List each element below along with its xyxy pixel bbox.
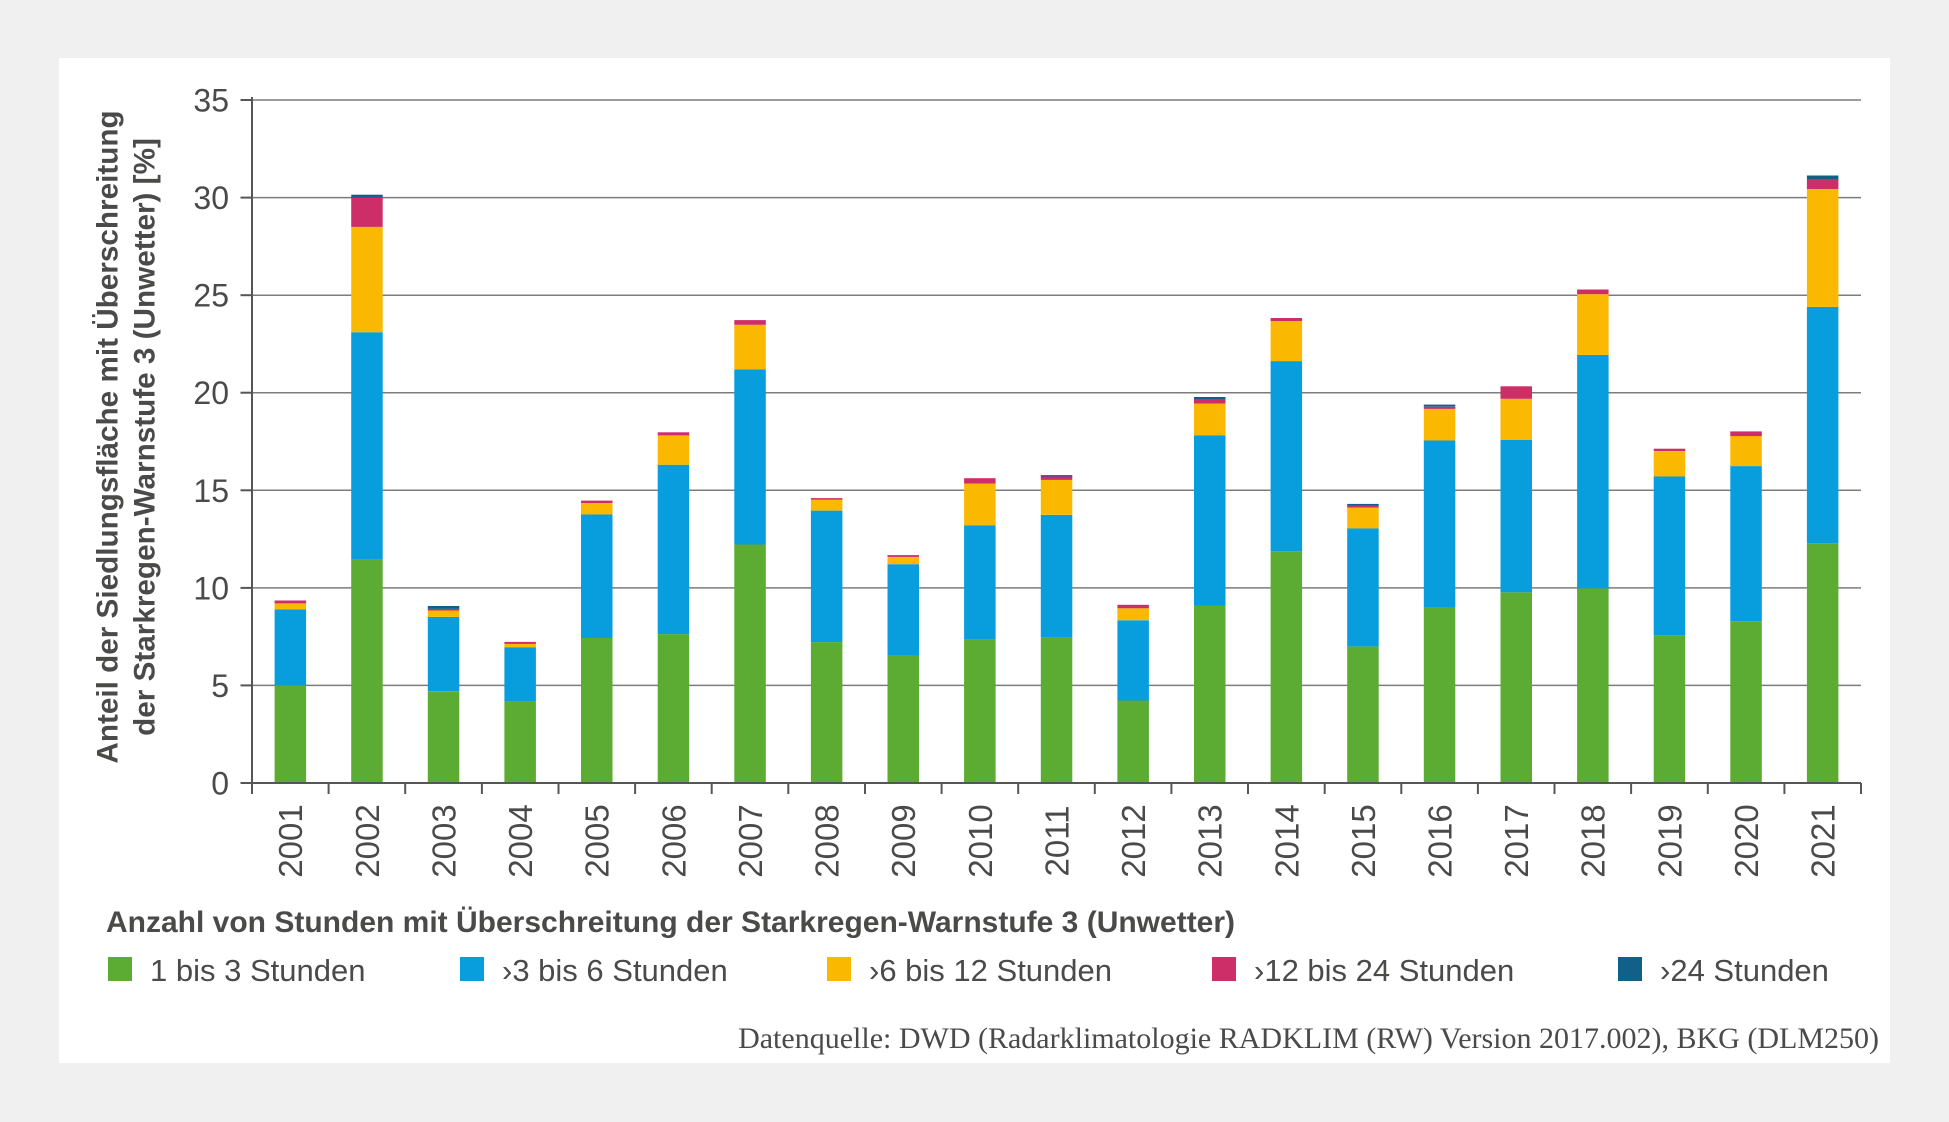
svg-text:2001: 2001 <box>272 804 309 877</box>
svg-text:2004: 2004 <box>502 804 539 877</box>
svg-text:2012: 2012 <box>1115 804 1152 877</box>
svg-text:2017: 2017 <box>1498 804 1535 877</box>
svg-text:30: 30 <box>193 180 229 216</box>
svg-text:2016: 2016 <box>1421 804 1458 877</box>
svg-text:›6 bis 12 Stunden: ›6 bis 12 Stunden <box>869 953 1112 988</box>
svg-text:›12 bis 24 Stunden: ›12 bis 24 Stunden <box>1254 953 1514 988</box>
svg-text:2015: 2015 <box>1345 804 1382 877</box>
svg-text:Anteil der Siedlungsfläche mit: Anteil der Siedlungsfläche mit Überschre… <box>92 110 125 763</box>
svg-text:Anzahl von Stunden mit Übersch: Anzahl von Stunden mit Überschreitung de… <box>106 906 1235 939</box>
svg-text:2019: 2019 <box>1651 804 1688 877</box>
svg-text:›24 Stunden: ›24 Stunden <box>1660 953 1829 988</box>
svg-text:der Starkregen-Warnstufe 3 (Un: der Starkregen-Warnstufe 3 (Unwetter) [%… <box>128 138 161 736</box>
svg-text:2011: 2011 <box>1038 806 1075 877</box>
svg-text:2005: 2005 <box>579 804 616 877</box>
svg-text:2020: 2020 <box>1728 804 1765 877</box>
svg-text:2013: 2013 <box>1192 804 1229 877</box>
svg-text:20: 20 <box>193 375 229 411</box>
svg-text:Datenquelle: DWD (Radarklimato: Datenquelle: DWD (Radarklimatologie RADK… <box>738 1022 1879 1055</box>
svg-text:15: 15 <box>193 473 229 509</box>
svg-text:2003: 2003 <box>425 804 462 877</box>
svg-text:5: 5 <box>211 668 229 704</box>
svg-text:2014: 2014 <box>1268 804 1305 877</box>
svg-text:2021: 2021 <box>1805 804 1842 877</box>
svg-text:2008: 2008 <box>808 804 845 877</box>
svg-text:1 bis 3 Stunden: 1 bis 3 Stunden <box>150 953 365 988</box>
svg-text:2010: 2010 <box>962 804 999 877</box>
svg-text:›3 bis 6 Stunden: ›3 bis 6 Stunden <box>502 953 728 988</box>
svg-text:2007: 2007 <box>732 804 769 877</box>
svg-text:0: 0 <box>211 766 229 802</box>
svg-text:2006: 2006 <box>655 804 692 877</box>
svg-text:10: 10 <box>193 570 229 606</box>
svg-text:2009: 2009 <box>885 804 922 877</box>
svg-text:25: 25 <box>193 278 229 314</box>
svg-text:35: 35 <box>193 83 229 119</box>
svg-text:2018: 2018 <box>1575 804 1612 877</box>
svg-text:2002: 2002 <box>349 804 386 877</box>
